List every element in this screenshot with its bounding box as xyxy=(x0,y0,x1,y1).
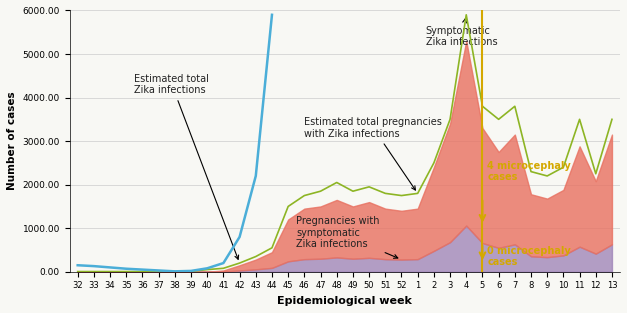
Y-axis label: Number of cases: Number of cases xyxy=(7,92,17,190)
Text: Symptomatic
Zika infections: Symptomatic Zika infections xyxy=(426,19,497,47)
Text: 4 microcephaly
cases: 4 microcephaly cases xyxy=(487,161,571,182)
Text: Pregnancies with
symptomatic
Zika infections: Pregnancies with symptomatic Zika infect… xyxy=(296,216,398,258)
X-axis label: Epidemiological week: Epidemiological week xyxy=(277,296,413,306)
Text: Estimated total pregnancies
with Zika infections: Estimated total pregnancies with Zika in… xyxy=(304,117,442,190)
Text: 0 microcephaly
cases: 0 microcephaly cases xyxy=(487,246,571,267)
Text: Estimated total
Zika infections: Estimated total Zika infections xyxy=(134,74,239,259)
